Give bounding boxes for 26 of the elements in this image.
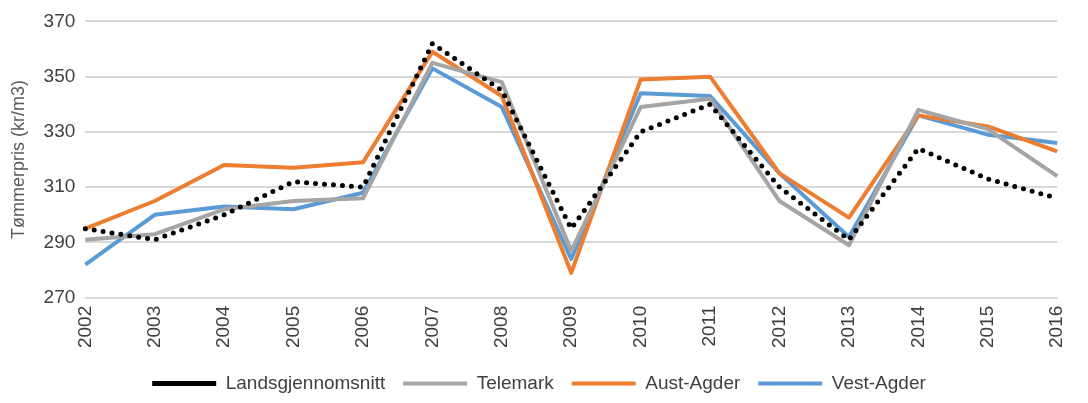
x-tick-label: 2016 [1045,305,1067,349]
x-tick-label: 2013 [837,305,859,349]
x-tick-label: 2007 [420,305,442,349]
x-tick-label: 2008 [490,305,512,349]
y-tick-label: 330 [43,120,76,142]
legend-label: Landsgjennomsnitt [225,371,386,393]
y-tick-label: 350 [43,64,76,86]
x-tick-label: 2003 [142,305,164,349]
y-tick-label: 310 [43,175,76,197]
x-tick-label: 2006 [351,305,373,349]
y-tick-label: 290 [43,230,76,252]
y-tick-label: 270 [43,285,76,307]
legend-label: Vest-Agder [831,371,927,393]
legend-label: Aust-Agder [645,371,741,393]
x-tick-label: 2005 [281,305,303,349]
y-axis-title: Tømmerpris (kr/m3) [7,80,28,240]
x-tick-label: 2015 [976,305,998,349]
x-tick-label: 2004 [212,305,234,349]
x-tick-label: 2014 [906,305,928,349]
x-tick-label: 2009 [559,305,581,349]
y-tick-label: 370 [43,9,76,31]
legend-label: Telemark [476,371,555,393]
x-tick-label: 2012 [767,305,789,349]
x-tick-label: 2011 [698,305,720,347]
x-tick-label: 2010 [628,305,650,349]
x-tick-label: 2002 [73,305,95,349]
